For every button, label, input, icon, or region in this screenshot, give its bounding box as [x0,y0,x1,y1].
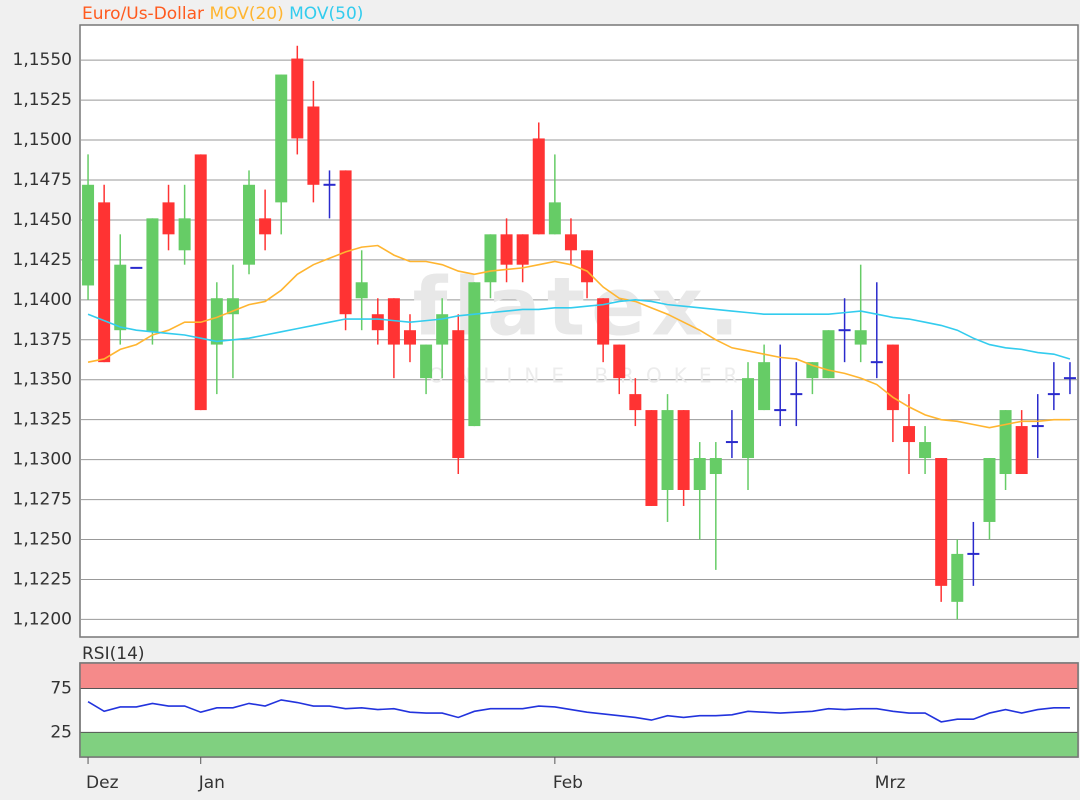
candle-body [629,394,642,411]
candle-body [548,202,561,235]
candle-body [436,314,449,345]
candle-body [919,442,932,459]
candle-body [420,344,433,379]
candle-body [468,282,481,427]
legend-entry: MOV(50) [289,4,363,24]
x-tick-label: Jan [198,773,225,793]
candle-body [1015,426,1028,475]
candle-body [98,202,111,363]
y-tick-label: 1,1300 [13,450,72,470]
y-tick-label: 1,1225 [13,569,72,589]
candle-body [275,74,288,203]
oversold-band [80,732,1078,757]
candle-body [902,426,915,443]
y-tick-label: 1,1400 [13,290,72,310]
candle-body [114,264,127,331]
x-tick-label: Feb [553,773,583,793]
candle-body [243,184,256,265]
y-tick-label: 1,1475 [13,170,72,190]
candle-body [259,218,272,235]
candle-body [661,410,674,490]
legend: Euro/Us-Dollar MOV(20) MOV(50) [82,4,363,24]
legend-entry: MOV(20) [209,4,283,24]
y-tick-label: 1,1550 [13,50,72,70]
plot-area [79,24,1079,638]
y-tick-label: 1,1375 [13,330,72,350]
candle-body [452,330,465,459]
candle-body [307,106,320,185]
candle-body [758,362,771,411]
y-tick-label: 1,1250 [13,530,72,550]
y-tick-label: 1,1425 [13,250,72,270]
candle-body [178,218,191,251]
y-tick-label: 1,1350 [13,370,72,390]
candle-body [371,314,384,331]
candle-body [210,298,223,345]
candle-body [532,138,545,235]
candle-body [355,282,368,299]
candle-body [484,234,497,283]
y-tick-label: 1,1450 [13,210,72,230]
y-tick-label: 1,1325 [13,410,72,430]
plot-border [79,662,1079,758]
y-tick-label: 75 [50,678,72,698]
line-series [87,244,1070,429]
candle-body [82,184,95,286]
candle-body [516,234,529,265]
candle-body [194,154,207,411]
candle-body [677,410,690,490]
candle-body [822,330,835,379]
overbought-band [80,663,1078,689]
y-tick-label: 1,1200 [13,609,72,629]
candle-body [581,250,594,283]
candle-body [854,330,867,345]
x-tick-label: Dez [86,773,119,793]
candle-body [339,170,352,315]
candle-body [742,378,755,459]
x-tick-label: Mrz [875,773,906,793]
candle-body [951,553,964,602]
candle-body [645,410,658,506]
candle-body [935,458,948,586]
candle-body [597,298,610,345]
rsi-title: RSI(14) [82,644,145,664]
candle-body [709,458,722,475]
candle-body [146,218,159,332]
line-series [87,699,1070,723]
candle-body [564,234,577,251]
candle-body [291,58,304,139]
y-tick-label: 1,1500 [13,130,72,150]
y-tick-label: 1,1525 [13,90,72,110]
line-series [87,299,1071,360]
candle-body [613,344,626,379]
candle-body [886,344,899,411]
candle-body [983,458,996,522]
candle-body [999,410,1012,475]
candle-body [500,234,513,265]
candle-body [162,202,175,235]
y-tick-label: 25 [50,722,72,742]
y-tick-label: 1,1275 [13,490,72,510]
legend-entry: Euro/Us-Dollar [82,4,204,24]
candle-body [403,330,416,345]
candle-body [693,458,706,490]
